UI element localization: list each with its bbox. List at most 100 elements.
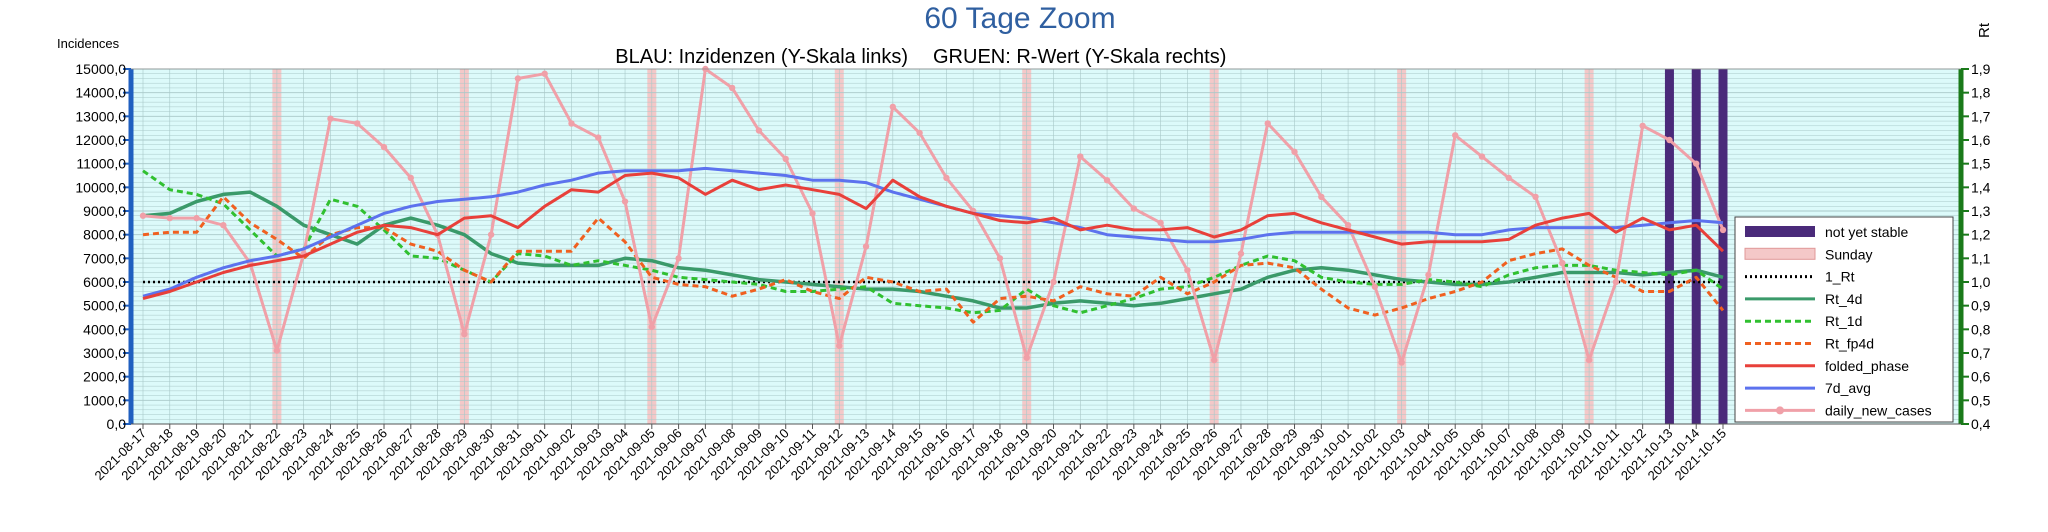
not-yet-stable-bar (1691, 69, 1701, 424)
point-daily-new-cases (1666, 136, 1673, 144)
y-tick-left-label: 8000,0 (83, 227, 126, 243)
legend-item: 1_Rt (1745, 269, 1855, 285)
y-ticks-right: 0,4 0,5 0,6 0,7 0,8 0,9 1,0 1,1 1,2 1,3 1,4 1,5 1,6 1… (1961, 61, 1991, 432)
y-tick-right-label: 0,8 (1971, 321, 1991, 337)
y-tick-left-label: 4000,0 (83, 321, 126, 337)
y-tick-right-label: 1,0 (1971, 274, 1991, 290)
y-tick-left-label: 3000,0 (83, 345, 126, 361)
point-daily-new-cases (1559, 259, 1566, 267)
y-tick-right-label: 0,6 (1971, 369, 1991, 385)
point-daily-new-cases (139, 212, 147, 219)
series-rt-1d (142, 169, 1724, 315)
point-daily-new-cases (889, 103, 897, 111)
y-tick-left-label: 2000,0 (83, 369, 126, 385)
point-daily-new-cases (1639, 122, 1646, 129)
point-daily-new-cases (1371, 283, 1379, 290)
y-tick-right-label: 1,5 (1971, 156, 1991, 172)
point-daily-new-cases (1318, 193, 1325, 200)
point-daily-new-cases (675, 255, 682, 262)
legend-label: Sunday (1825, 246, 1872, 262)
point-daily-new-cases (1184, 266, 1191, 274)
y-tick-left-label: 5000,0 (83, 298, 126, 314)
y-tick-right-label: 0,5 (1971, 392, 1991, 408)
series-folded-phase (142, 171, 1725, 301)
legend-label: Rt_4d (1825, 291, 1862, 307)
legend-label: daily_new_cases (1825, 402, 1932, 418)
point-daily-new-cases (862, 243, 870, 250)
legend: not yet stable Sunday 1_Rt Rt_4d Rt_1d Rt_fp4… (1734, 216, 1954, 423)
legend-label: folded_phase (1825, 358, 1909, 374)
point-daily-new-cases (380, 143, 388, 151)
legend-label: 1_Rt (1825, 269, 1855, 285)
series-rt-fp4d (142, 195, 1725, 324)
point-daily-new-cases (595, 134, 602, 141)
y-tick-left-label: 14000,0 (75, 85, 126, 101)
y-tick-right-label: 1,6 (1971, 132, 1991, 148)
point-daily-new-cases (916, 129, 923, 137)
point-daily-new-cases (166, 214, 173, 222)
legend-item: daily_new_cases (1745, 402, 1932, 418)
point-daily-new-cases (1264, 120, 1271, 127)
legend-item: Rt_4d (1745, 291, 1862, 307)
legend-label: Rt_1d (1825, 313, 1862, 329)
y-tick-left-label: 9000,0 (83, 203, 126, 219)
point-daily-new-cases (1612, 278, 1620, 286)
point-daily-new-cases (1103, 177, 1111, 184)
series-daily-new-cases (142, 67, 1725, 364)
point-daily-new-cases (461, 330, 468, 338)
y-axis-left-label: Incidences (57, 36, 120, 51)
axes (128, 68, 1964, 425)
legend-item: 7d_avg (1745, 380, 1871, 396)
chart-subtitle-left: BLAU: Inzidenzen (Y-Skala links) (615, 46, 908, 68)
y-tick-right-label: 1,7 (1971, 108, 1991, 124)
point-daily-new-cases (996, 255, 1004, 262)
point-daily-new-cases (327, 115, 334, 122)
plot-background (131, 69, 1961, 424)
legend-swatch-marker (1776, 406, 1784, 415)
point-daily-new-cases (836, 342, 843, 350)
point-daily-new-cases (1023, 354, 1030, 361)
point-daily-new-cases (809, 210, 816, 217)
point-daily-new-cases (1077, 153, 1084, 160)
point-daily-new-cases (1050, 278, 1057, 286)
y-tick-left-label: 11000,0 (76, 156, 126, 172)
legend-label: 7d_avg (1825, 380, 1871, 396)
y-tick-left-label: 12000,0 (75, 132, 126, 148)
point-daily-new-cases (407, 174, 414, 182)
point-daily-new-cases (1532, 193, 1539, 200)
point-daily-new-cases (220, 222, 227, 229)
point-daily-new-cases (541, 70, 548, 77)
not-yet-stable-bar (1664, 69, 1674, 424)
legend-swatch (1745, 226, 1815, 237)
point-daily-new-cases (487, 231, 495, 238)
point-daily-new-cases (1585, 356, 1593, 364)
point-daily-new-cases (943, 174, 950, 182)
point-daily-new-cases (1344, 222, 1352, 229)
y-tick-right-label: 0,7 (1971, 345, 1991, 361)
point-daily-new-cases (728, 84, 736, 92)
point-daily-new-cases (755, 127, 763, 134)
point-daily-new-cases (354, 120, 361, 127)
y-tick-left-label: 0,0 (107, 416, 127, 432)
y-ticks-left: 0,0 1000,0 2000,0 3000,0 4000,0 5000,0 6000,0 7… (75, 61, 131, 432)
y-tick-right-label: 0,4 (1971, 416, 1991, 432)
point-daily-new-cases (648, 323, 656, 331)
y-tick-left-label: 1000,0 (83, 392, 126, 408)
legend-label: Rt_fp4d (1825, 336, 1874, 352)
point-daily-new-cases (1425, 271, 1432, 279)
point-daily-new-cases (193, 214, 200, 222)
not-yet-stable-bars (1664, 69, 1728, 424)
legend-label: not yet stable (1825, 224, 1908, 240)
point-daily-new-cases (1291, 148, 1298, 156)
point-daily-new-cases (621, 198, 629, 205)
point-daily-new-cases (1505, 174, 1512, 182)
y-tick-left-label: 6000,0 (83, 274, 126, 290)
legend-item: not yet stable (1745, 224, 1908, 240)
chart-title: 60 Tage Zoom (924, 2, 1115, 35)
legend-item: Rt_fp4d (1745, 336, 1874, 352)
y-tick-left-label: 15000,0 (75, 61, 126, 77)
point-daily-new-cases (1130, 205, 1138, 212)
series-rt-4d (142, 190, 1724, 310)
y-tick-right-label: 1,2 (1971, 227, 1991, 243)
